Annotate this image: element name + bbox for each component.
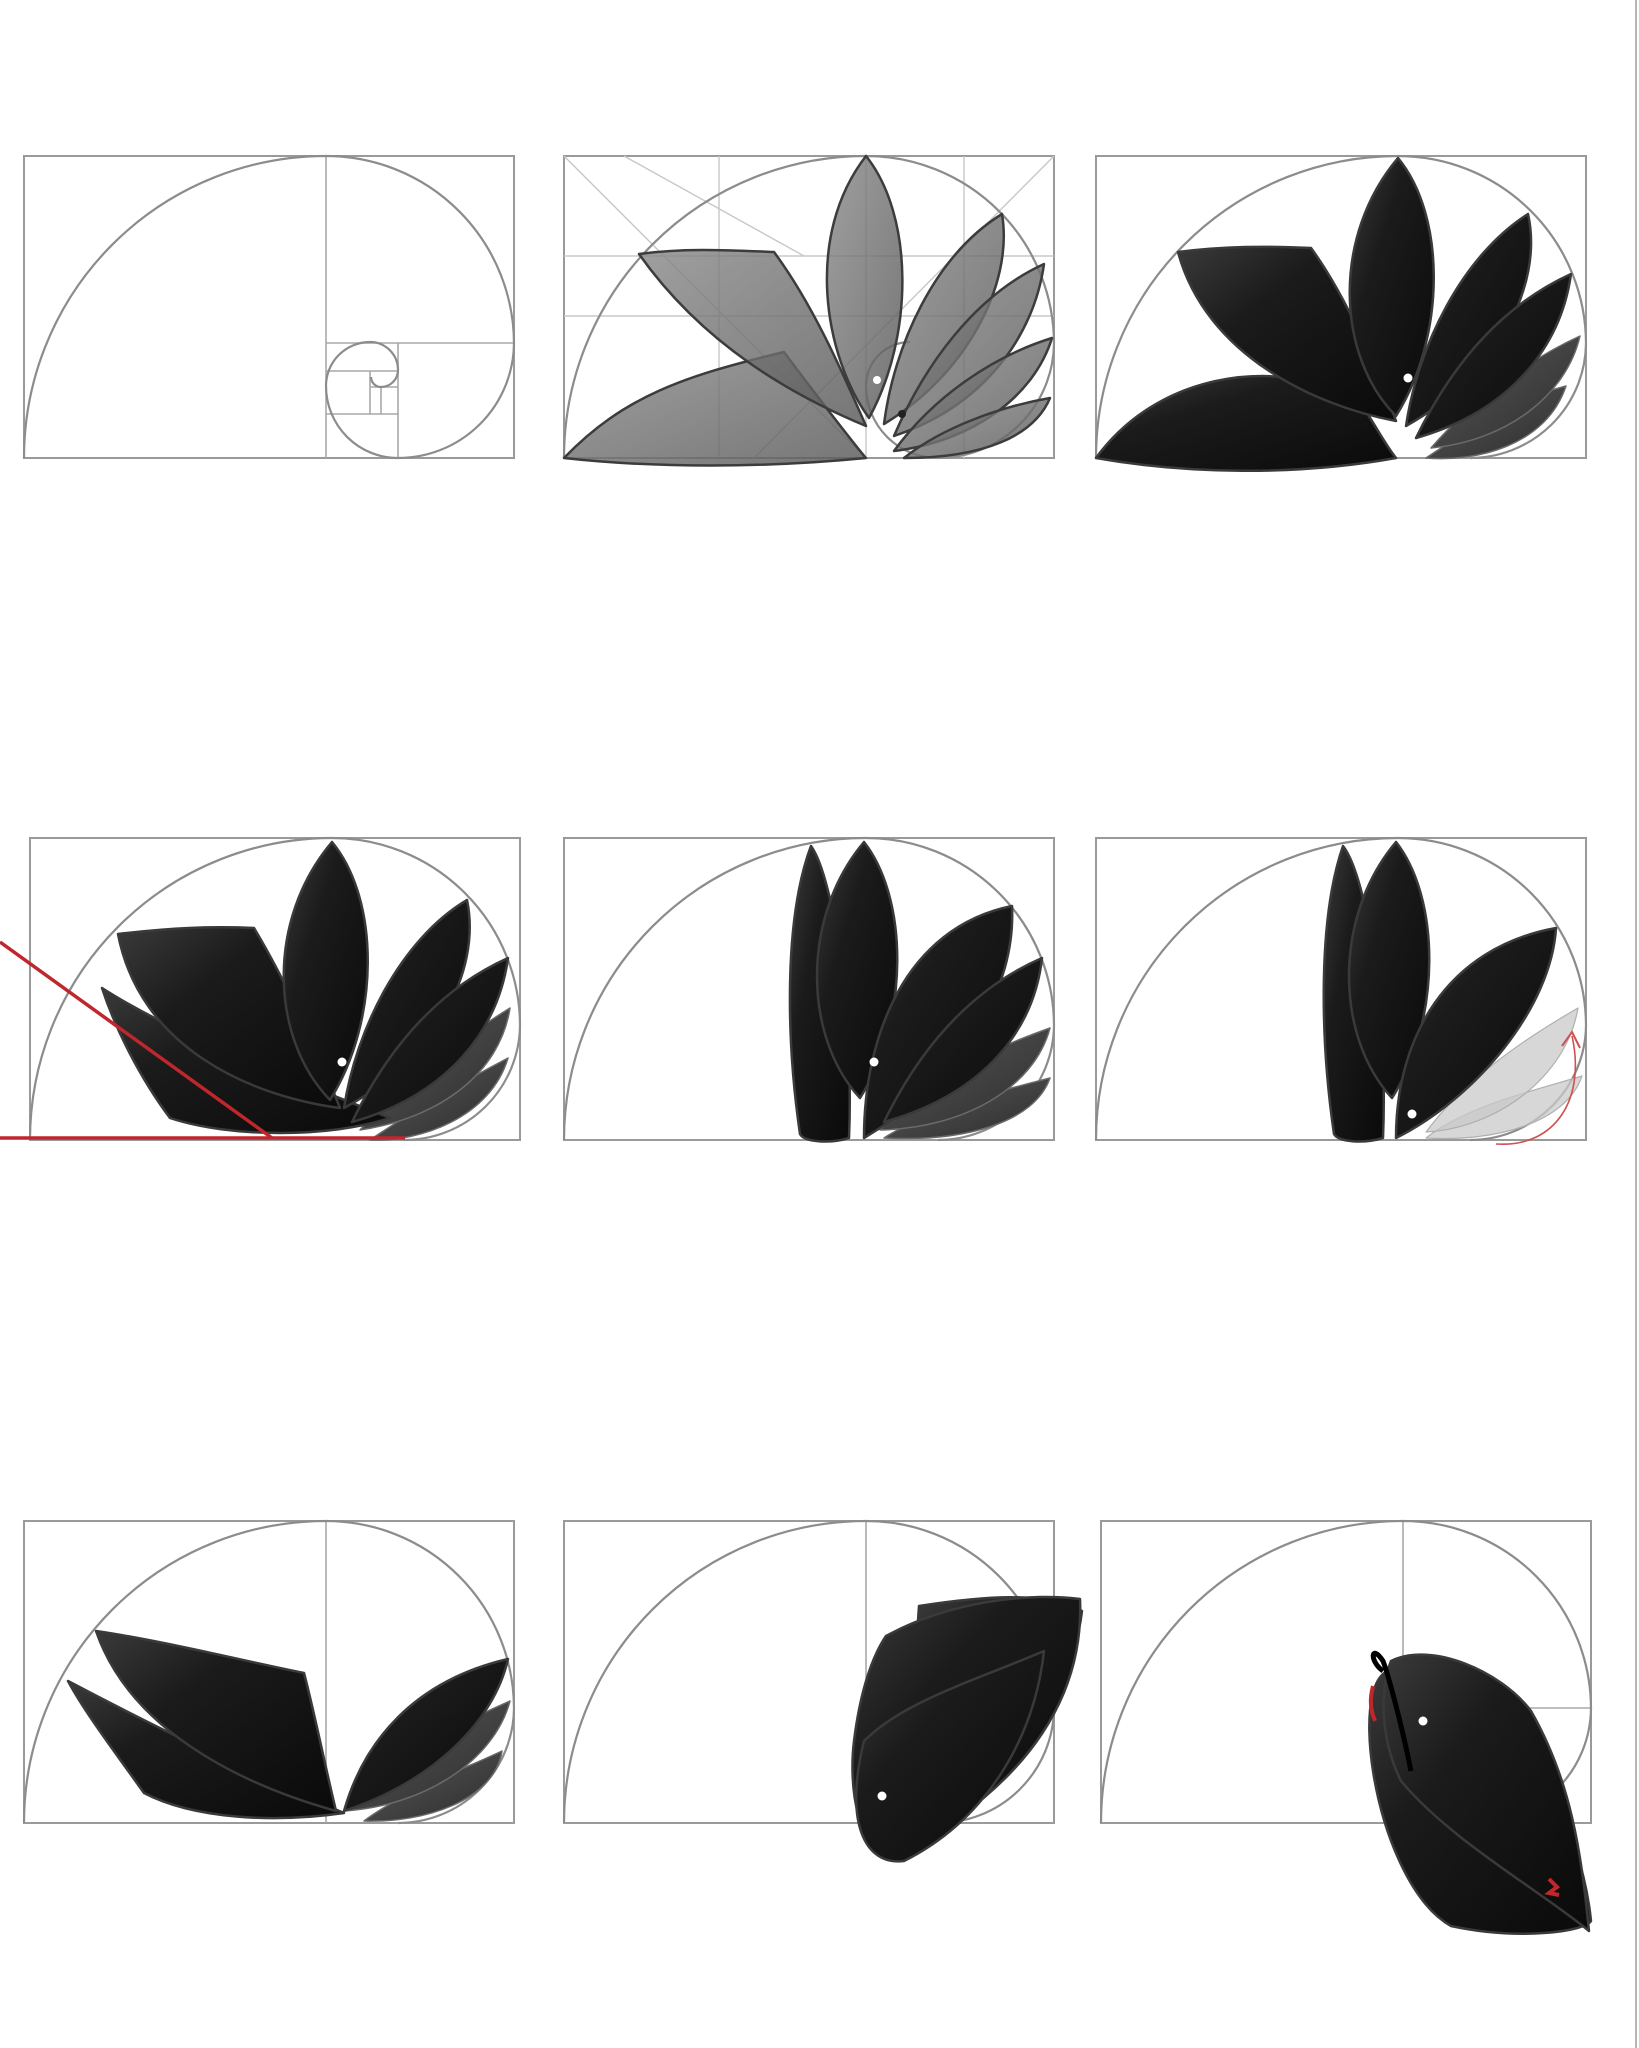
rotation-arrow (1495, 1030, 1581, 1145)
golden-spiral-curve (562, 1519, 1056, 1825)
golden-rectangle (23, 1520, 515, 1824)
panel-3-lotus-filled (1094, 154, 1588, 472)
eye-dot (877, 1791, 887, 1801)
lotus-petals-dark (100, 840, 511, 1141)
golden-rectangle (23, 155, 515, 459)
eye-dot (873, 376, 881, 384)
lotus-petals-ghost (1425, 1007, 1583, 1140)
eye-dot (337, 1057, 347, 1067)
lotus-petals-dark (1094, 156, 1581, 472)
lotus-bud-dark (851, 1595, 1084, 1863)
panel-9-lotus-bud-rotated (1099, 1519, 1593, 1935)
red-angle-guide (0, 940, 405, 1140)
golden-rectangle (29, 837, 521, 1141)
lotus-bud-dark (1368, 1651, 1593, 1935)
panel-7-lotus-wings (22, 1519, 516, 1825)
subdivision-guides (325, 156, 514, 458)
focus-point (898, 410, 906, 418)
panel-1-golden-spiral-construction (22, 154, 516, 460)
lotus-petals-gray (562, 154, 1054, 467)
eye-dot (1418, 1716, 1428, 1726)
panel-4-lotus-angle (28, 836, 522, 1142)
golden-spiral-curve (1099, 1519, 1593, 1825)
lotus-petals-dark (788, 840, 1051, 1143)
panel-6-lotus-folding (1094, 836, 1588, 1145)
golden-spiral-curve (28, 836, 522, 1142)
panel-5-lotus-closing (562, 836, 1056, 1143)
golden-spiral-curve (22, 154, 516, 460)
golden-spiral-curve (1094, 154, 1588, 460)
panel-2-petal-overlay-construction (562, 154, 1056, 467)
lotus-petals-dark (66, 1629, 511, 1822)
golden-rectangle (1100, 1520, 1592, 1824)
eye-dot (869, 1057, 879, 1067)
eye-dot (1403, 373, 1413, 383)
panel-8-lotus-bud (562, 1519, 1084, 1863)
eye-dot (1407, 1109, 1417, 1119)
eye-dot (337, 1790, 347, 1800)
lotus-petals-dark (1322, 840, 1558, 1143)
